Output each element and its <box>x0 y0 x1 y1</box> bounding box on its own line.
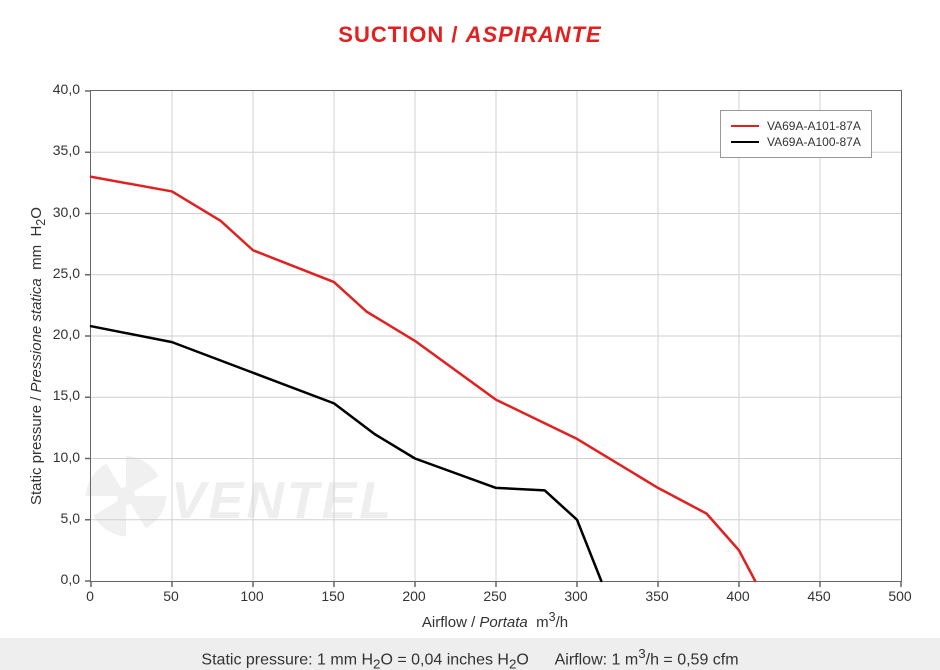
ytick-label: 15,0 <box>53 387 80 403</box>
footer-note: Static pressure: 1 mm H2O = 0,04 inches … <box>0 638 940 670</box>
ytick-label: 0,0 <box>61 571 80 587</box>
legend: VA69A-A101-87A VA69A-A100-87A <box>720 110 872 158</box>
ytick-label: 40,0 <box>53 81 80 97</box>
legend-label: VA69A-A100-87A <box>767 135 861 149</box>
xtick-label: 350 <box>642 588 672 604</box>
legend-item: VA69A-A101-87A <box>731 119 861 133</box>
x-axis-label: Airflow / Portata m3/h <box>90 610 900 631</box>
ytick-label: 10,0 <box>53 449 80 465</box>
ytick-label: 25,0 <box>53 265 80 281</box>
plot-area: VENTEL <box>90 90 902 582</box>
xtick-label: 500 <box>885 588 915 604</box>
xtick-label: 300 <box>561 588 591 604</box>
xtick-label: 200 <box>399 588 429 604</box>
y-axis-label: Static pressure / Pressione statica mm H… <box>28 207 48 505</box>
ytick-label: 30,0 <box>53 204 80 220</box>
chart-title: SUCTION / ASPIRANTE <box>0 22 940 48</box>
chart-container: SUCTION / ASPIRANTE VENTEL Static pressu… <box>0 0 940 670</box>
xtick-label: 50 <box>156 588 186 604</box>
xtick-label: 150 <box>318 588 348 604</box>
legend-swatch <box>731 125 759 127</box>
xtick-label: 450 <box>804 588 834 604</box>
plot-svg <box>91 91 901 581</box>
xtick-label: 250 <box>480 588 510 604</box>
ytick-label: 20,0 <box>53 326 80 342</box>
title-en: SUCTION <box>338 22 444 47</box>
legend-label: VA69A-A101-87A <box>767 119 861 133</box>
xtick-label: 0 <box>75 588 105 604</box>
title-sep: / <box>444 22 465 47</box>
title-it: ASPIRANTE <box>466 22 602 47</box>
legend-item: VA69A-A100-87A <box>731 135 861 149</box>
xtick-label: 100 <box>237 588 267 604</box>
legend-swatch <box>731 141 759 143</box>
xtick-label: 400 <box>723 588 753 604</box>
ytick-label: 5,0 <box>61 510 80 526</box>
ytick-label: 35,0 <box>53 142 80 158</box>
